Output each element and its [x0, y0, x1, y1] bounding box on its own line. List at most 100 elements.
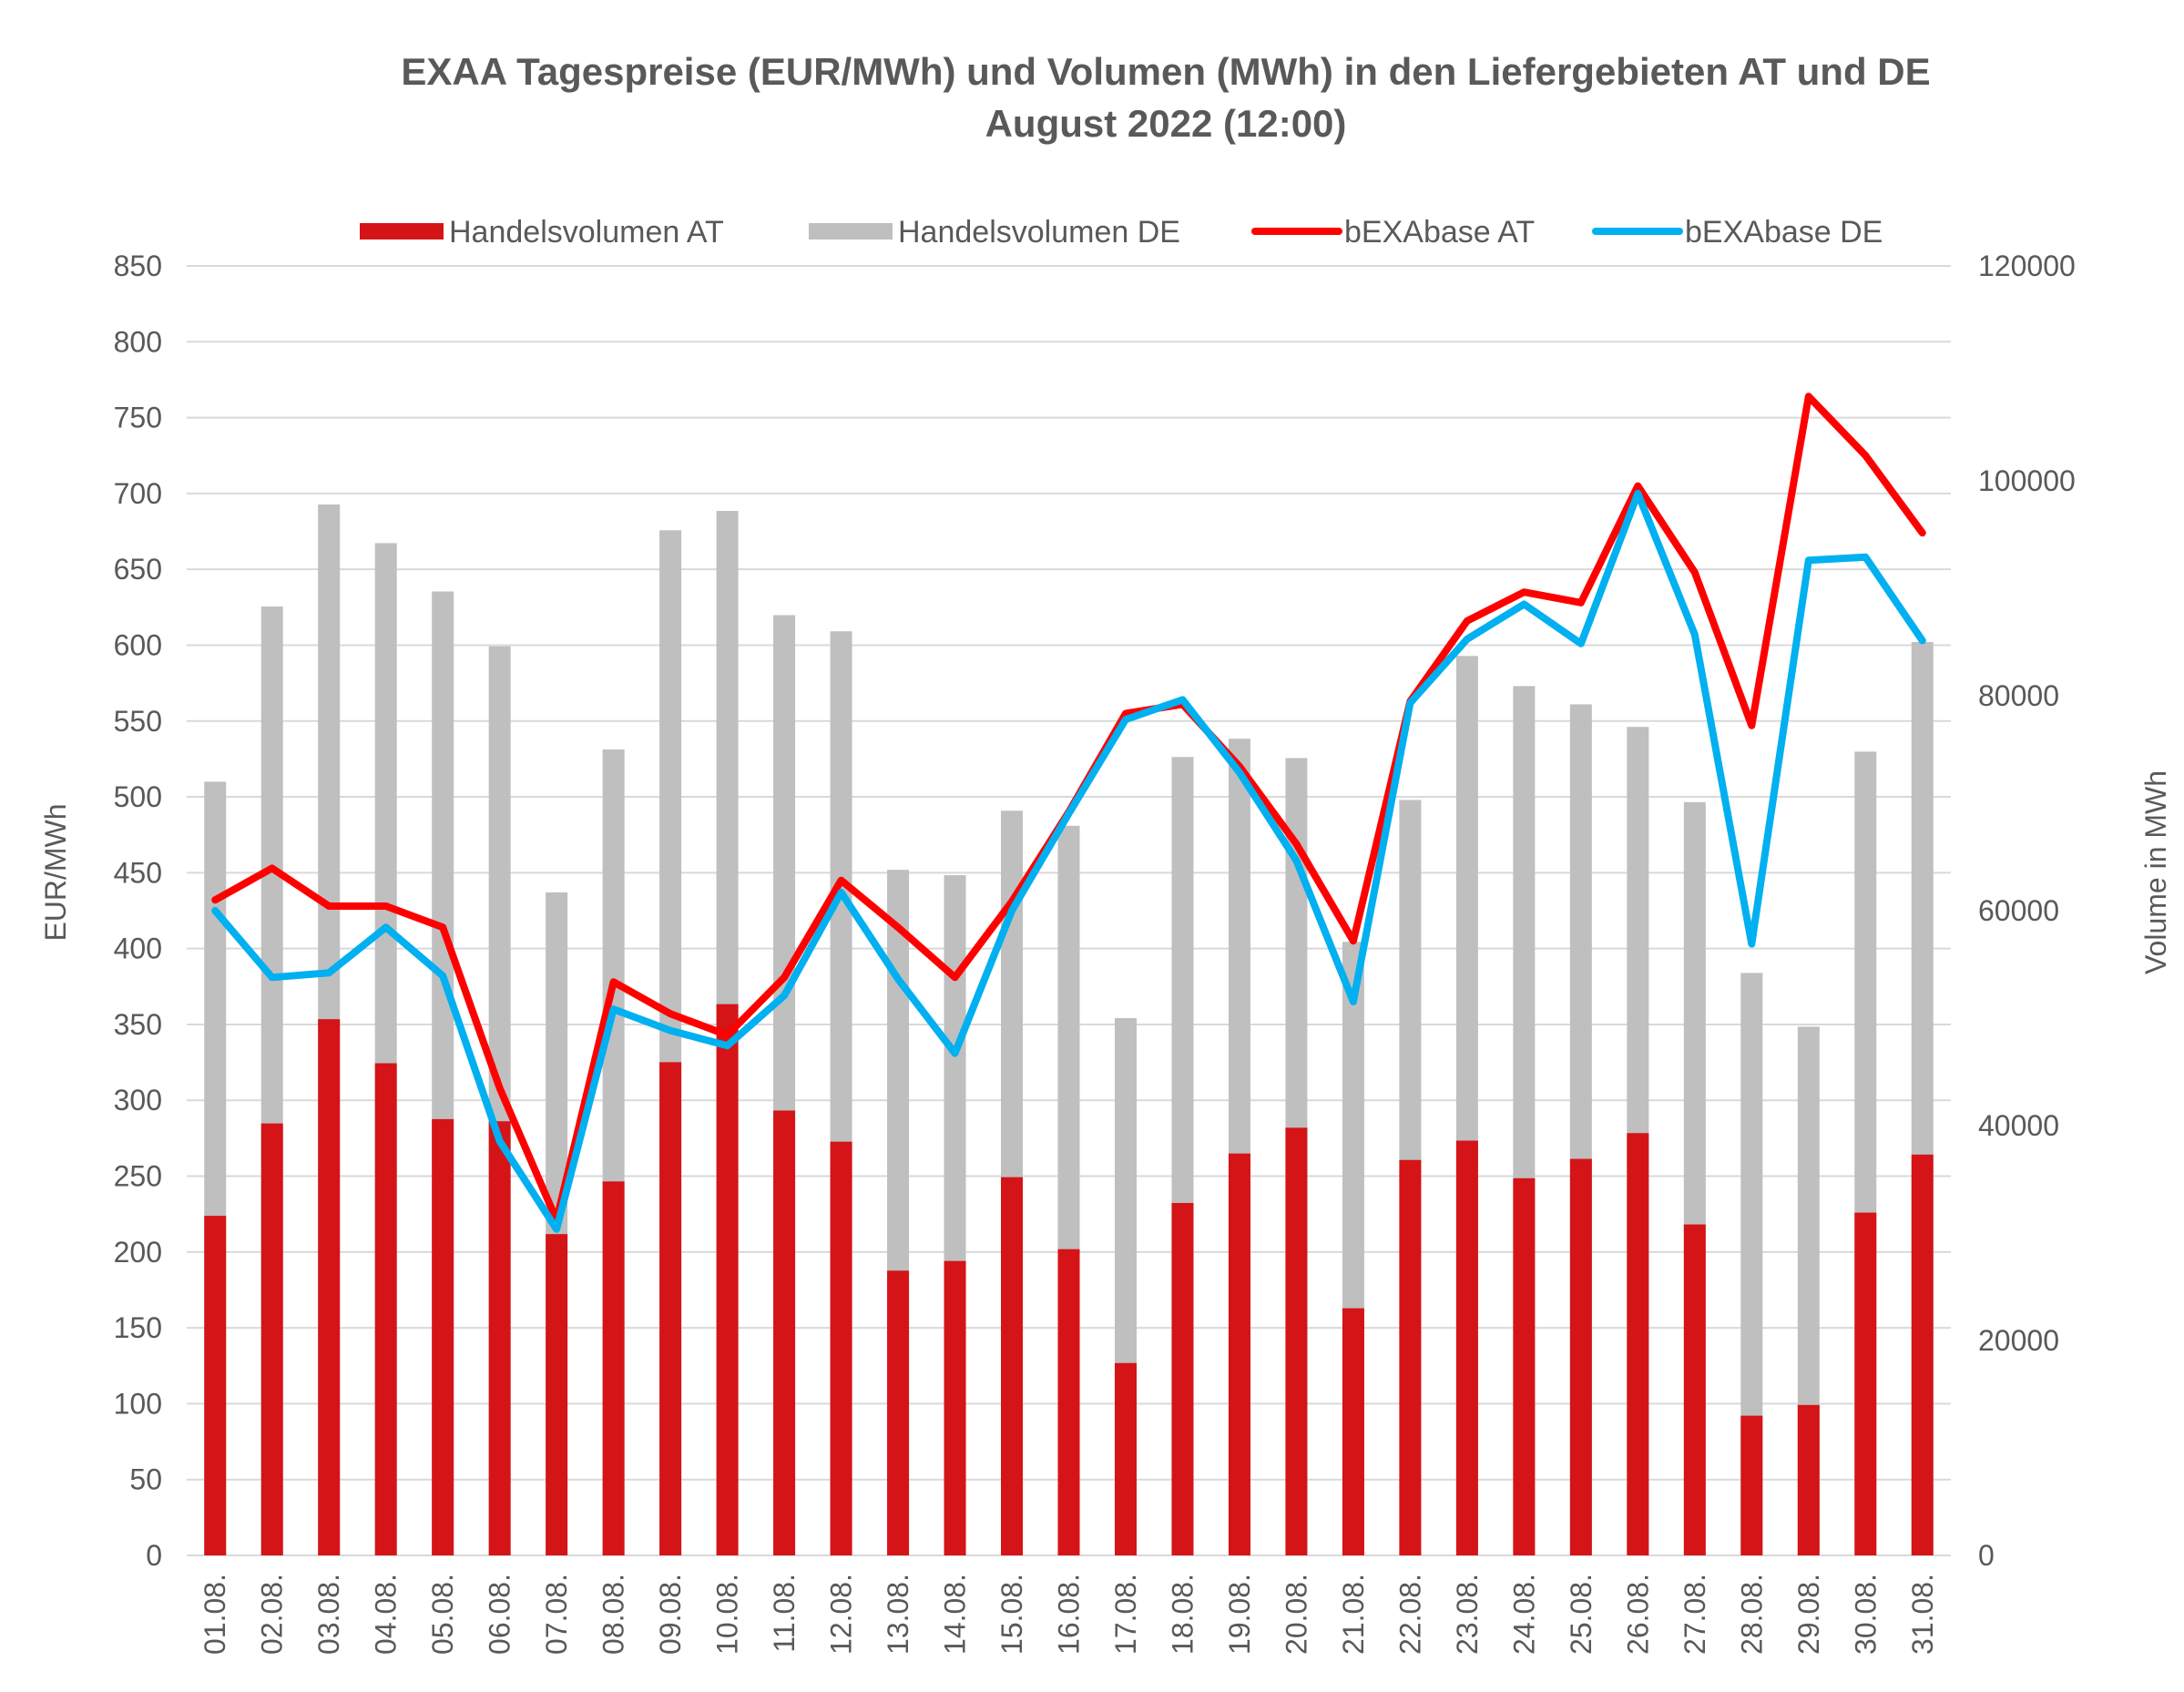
bar-handelsvolumen-at	[260, 1123, 283, 1555]
y-axis-left: 0 50 100 150 200 250 300 350 400 450 500 550 600 650 7…	[114, 250, 162, 1572]
y-right-tick-label: 120000	[1978, 250, 2076, 282]
x-tick-label: 08.08.	[597, 1574, 630, 1655]
bar-handelsvolumen-at	[1740, 1415, 1763, 1555]
bar-handelsvolumen-at	[944, 1260, 966, 1555]
gridlines	[187, 265, 1951, 1556]
y-left-tick-label: 600	[114, 628, 162, 661]
y-left-tick-label: 850	[114, 250, 162, 282]
x-tick-label: 29.08.	[1792, 1574, 1825, 1655]
legend-label-handelsvolumen-de: Handelsvolumen DE	[898, 215, 1180, 250]
bar-handelsvolumen-at	[887, 1270, 910, 1555]
bar-handelsvolumen-at	[432, 1118, 454, 1555]
y-left-tick-label: 450	[114, 856, 162, 889]
bar-handelsvolumen-at	[1797, 1404, 1820, 1555]
y-left-tick-label: 150	[114, 1311, 162, 1344]
x-tick-label: 05.08.	[426, 1574, 459, 1655]
bar-handelsvolumen-at	[716, 1004, 739, 1555]
y-left-tick-label: 50	[129, 1463, 162, 1496]
x-tick-label: 30.08.	[1849, 1574, 1882, 1655]
y-left-tick-label: 200	[114, 1236, 162, 1269]
x-tick-label: 09.08.	[654, 1574, 687, 1655]
bar-handelsvolumen-at	[204, 1216, 227, 1555]
y-left-tick-label: 400	[114, 933, 162, 965]
y-right-tick-label: 0	[1978, 1539, 1995, 1572]
x-tick-label: 07.08.	[540, 1574, 573, 1655]
bar-handelsvolumen-at	[1854, 1212, 1877, 1555]
x-tick-label: 24.08.	[1507, 1574, 1540, 1655]
y-left-tick-label: 550	[114, 705, 162, 738]
chart-title: EXAA Tagespreise (EUR/MWh) und Volumen (…	[401, 50, 1930, 93]
bar-handelsvolumen-at	[546, 1234, 568, 1555]
y-right-tick-label: 20000	[1978, 1324, 2059, 1357]
x-tick-label: 18.08.	[1166, 1574, 1199, 1655]
bar-handelsvolumen-at	[1285, 1127, 1308, 1555]
y-axis-right-title: Volume in MWh	[2139, 770, 2172, 974]
x-tick-label: 31.08.	[1906, 1574, 1939, 1655]
x-tick-label: 20.08.	[1280, 1574, 1312, 1655]
y-left-tick-label: 350	[114, 1008, 162, 1041]
x-tick-label: 21.08.	[1337, 1574, 1370, 1655]
legend-label-handelsvolumen-at: Handelsvolumen AT	[449, 215, 724, 250]
line-bexabase-de	[211, 489, 1926, 1233]
x-tick-label: 02.08.	[256, 1574, 289, 1655]
x-tick-label: 22.08.	[1393, 1574, 1426, 1655]
bar-handelsvolumen-at	[1114, 1362, 1137, 1555]
bar-handelsvolumen-at	[602, 1181, 625, 1555]
x-tick-label: 06.08.	[484, 1574, 516, 1655]
bar-handelsvolumen-at	[1171, 1202, 1194, 1555]
y-left-tick-label: 100	[114, 1387, 162, 1420]
bar-handelsvolumen-at	[1001, 1177, 1024, 1555]
bar-handelsvolumen-at	[374, 1063, 397, 1555]
legend-swatch-handelsvolumen-at	[360, 223, 444, 240]
x-axis: 01.08. 02.08. 03.08. 04.08. 05.08. 06.08. 07.0…	[199, 1574, 1939, 1655]
y-right-tick-label: 60000	[1978, 894, 2059, 927]
bar-handelsvolumen-at	[659, 1062, 682, 1555]
y-axis-right: 0 20000 40000 60000 80000 100000 120000	[1978, 250, 2076, 1572]
bars	[204, 504, 1934, 1556]
x-tick-label: 04.08.	[370, 1574, 403, 1655]
x-tick-label: 01.08.	[199, 1574, 231, 1655]
y-left-tick-label: 500	[114, 780, 162, 813]
y-left-tick-label: 700	[114, 477, 162, 510]
bar-handelsvolumen-at	[1342, 1308, 1364, 1555]
x-tick-label: 03.08.	[312, 1574, 345, 1655]
x-tick-label: 15.08.	[995, 1574, 1028, 1655]
x-tick-label: 11.08.	[768, 1574, 801, 1653]
x-tick-label: 17.08.	[1109, 1574, 1142, 1655]
legend: Handelsvolumen AT Handelsvolumen DE bEXAba…	[360, 215, 1883, 250]
y-right-tick-label: 100000	[1978, 464, 2076, 497]
series-lines	[211, 392, 1926, 1233]
bar-handelsvolumen-at	[1513, 1177, 1536, 1555]
y-left-tick-label: 0	[146, 1539, 162, 1572]
x-tick-label: 13.08.	[882, 1574, 914, 1655]
bar-handelsvolumen-at	[1911, 1154, 1934, 1555]
y-left-tick-label: 250	[114, 1160, 162, 1193]
legend-label-bexabase-de: bEXAbase DE	[1685, 215, 1883, 250]
chart-subtitle: August 2022 (12:00)	[985, 102, 1347, 145]
bar-handelsvolumen-at	[1228, 1153, 1250, 1555]
y-right-tick-label: 40000	[1978, 1109, 2059, 1142]
bar-handelsvolumen-at	[1627, 1133, 1649, 1555]
bar-handelsvolumen-at	[1569, 1158, 1592, 1555]
bar-handelsvolumen-at	[318, 1019, 341, 1555]
x-tick-label: 27.08.	[1679, 1574, 1711, 1655]
bar-handelsvolumen-at	[1399, 1159, 1422, 1555]
x-tick-label: 25.08.	[1565, 1574, 1597, 1655]
y-left-tick-label: 800	[114, 325, 162, 358]
x-tick-label: 23.08.	[1451, 1574, 1484, 1655]
bar-handelsvolumen-at	[1455, 1140, 1478, 1555]
bar-handelsvolumen-at	[1057, 1249, 1080, 1555]
y-right-tick-label: 80000	[1978, 679, 2059, 712]
bar-handelsvolumen-at	[773, 1110, 796, 1555]
x-tick-label: 26.08.	[1621, 1574, 1654, 1655]
x-tick-label: 12.08.	[825, 1574, 858, 1655]
bar-handelsvolumen-at	[830, 1141, 852, 1555]
y-left-tick-label: 750	[114, 402, 162, 434]
x-tick-label: 16.08.	[1053, 1574, 1086, 1655]
legend-swatch-handelsvolumen-de	[809, 223, 893, 240]
x-tick-label: 14.08.	[939, 1574, 972, 1655]
y-axis-left-title: EUR/MWh	[39, 803, 72, 941]
x-tick-label: 10.08.	[711, 1574, 744, 1655]
y-left-tick-label: 300	[114, 1084, 162, 1116]
